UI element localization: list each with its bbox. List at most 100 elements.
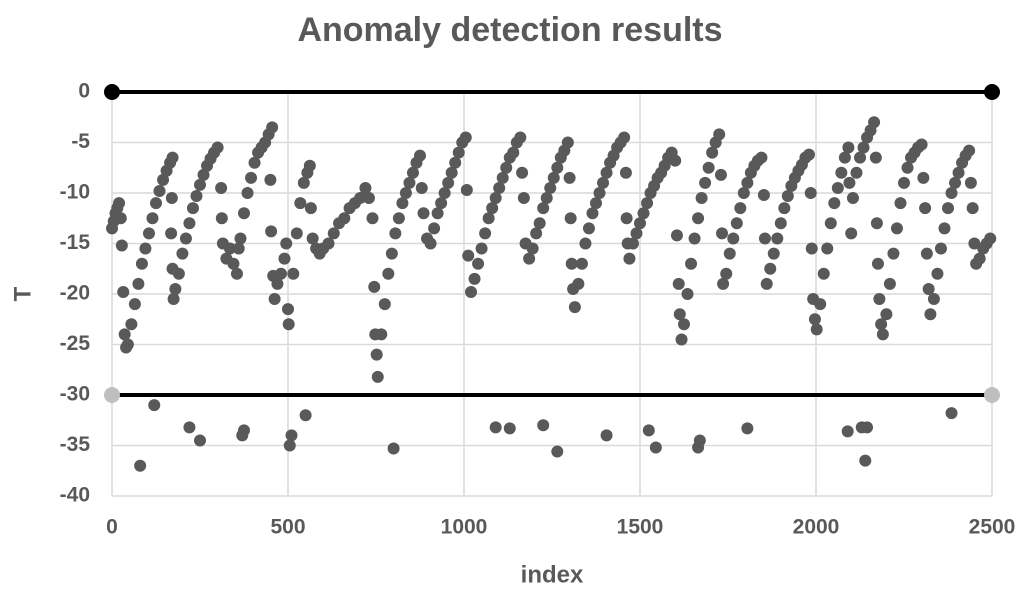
data-point xyxy=(172,267,185,280)
data-point xyxy=(764,262,777,275)
data-point xyxy=(649,441,662,454)
data-point xyxy=(241,187,254,199)
data-point xyxy=(166,151,179,164)
data-point xyxy=(984,232,997,245)
data-point xyxy=(730,217,743,230)
data-point xyxy=(857,141,870,154)
data-point xyxy=(590,197,602,210)
data-point xyxy=(121,338,134,351)
chart-title: Anomaly detection results xyxy=(297,11,722,49)
data-point xyxy=(533,217,546,230)
data-point xyxy=(414,149,426,162)
data-point xyxy=(530,227,543,240)
data-point xyxy=(500,161,513,174)
data-point xyxy=(283,439,296,452)
data-point xyxy=(223,242,236,255)
data-point xyxy=(870,217,883,230)
data-point xyxy=(194,434,206,447)
data-point xyxy=(125,318,138,331)
data-point xyxy=(767,247,780,260)
data-point xyxy=(641,197,654,210)
data-point xyxy=(927,293,940,306)
data-point xyxy=(572,277,585,290)
data-point xyxy=(415,181,428,194)
data-point xyxy=(600,429,613,442)
data-point xyxy=(526,242,539,255)
data-point xyxy=(741,176,754,189)
data-point xyxy=(875,318,888,331)
data-point xyxy=(688,232,701,245)
data-point xyxy=(619,166,632,179)
data-point xyxy=(115,239,128,252)
data-point xyxy=(230,267,243,280)
data-point xyxy=(438,187,451,199)
data-point xyxy=(692,212,705,225)
data-point xyxy=(835,166,848,179)
data-point xyxy=(215,212,228,225)
data-point xyxy=(804,187,817,199)
data-point xyxy=(282,318,295,331)
data-point xyxy=(890,222,903,235)
data-point xyxy=(445,166,458,179)
data-point xyxy=(197,168,210,181)
data-point xyxy=(378,298,391,311)
data-point xyxy=(883,277,896,290)
data-point xyxy=(139,242,152,255)
data-point xyxy=(238,424,250,437)
data-point xyxy=(623,252,636,265)
data-point xyxy=(449,156,462,169)
data-point xyxy=(271,277,284,290)
data-point xyxy=(964,176,977,189)
data-point xyxy=(403,176,416,189)
data-point xyxy=(232,242,245,255)
data-point xyxy=(942,202,954,215)
y-tick-label: -20 xyxy=(60,282,90,305)
data-point xyxy=(148,399,161,412)
data-point xyxy=(190,190,203,203)
data-point xyxy=(774,217,787,230)
data-point xyxy=(845,227,858,240)
data-point xyxy=(431,207,444,220)
data-point xyxy=(516,166,529,179)
data-point xyxy=(472,257,485,270)
data-point xyxy=(493,181,506,194)
data-point xyxy=(966,202,979,215)
data-point xyxy=(934,242,947,255)
data-point xyxy=(537,202,550,215)
data-point xyxy=(938,222,951,235)
data-point xyxy=(211,141,224,154)
y-tick-label: -5 xyxy=(71,130,90,153)
data-point xyxy=(146,212,159,225)
data-point xyxy=(392,212,405,225)
x-tick-label: 0 xyxy=(106,516,118,539)
data-point xyxy=(176,247,189,260)
data-point xyxy=(165,192,178,205)
data-point xyxy=(949,176,962,189)
data-point xyxy=(805,242,818,255)
data-point xyxy=(368,280,381,293)
y-tick-label: -40 xyxy=(60,484,90,507)
data-point xyxy=(489,192,502,205)
data-point xyxy=(517,192,530,205)
data-point xyxy=(128,298,141,311)
data-point xyxy=(194,178,206,191)
data-point xyxy=(424,237,437,250)
data-point xyxy=(685,257,698,270)
data-point xyxy=(514,131,527,144)
data-point xyxy=(681,288,694,300)
x-axis-label: index xyxy=(521,561,584,588)
data-point xyxy=(670,229,683,242)
data-point xyxy=(183,217,196,230)
data-point xyxy=(215,181,228,194)
data-point xyxy=(417,207,430,220)
data-point xyxy=(382,267,395,280)
data-point xyxy=(238,207,250,220)
data-point xyxy=(186,202,199,215)
data-point xyxy=(245,171,258,184)
data-point xyxy=(924,308,937,321)
data-point xyxy=(452,146,465,159)
data-point xyxy=(618,131,631,144)
data-point xyxy=(248,156,261,169)
data-point xyxy=(760,277,773,290)
x-tick-label: 2500 xyxy=(969,516,1016,539)
